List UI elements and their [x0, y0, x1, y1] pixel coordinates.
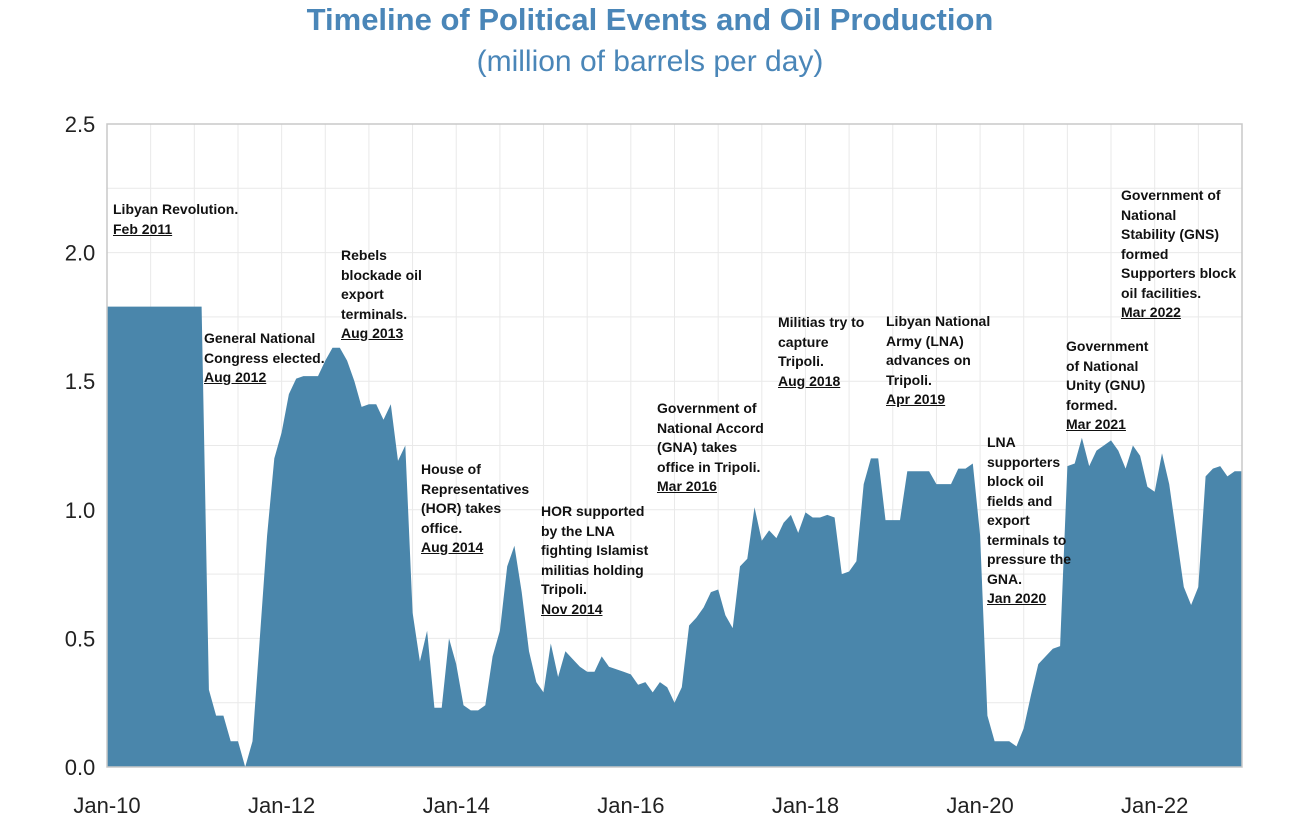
annotation-text: office.: [421, 519, 463, 536]
annotation-date: Aug 2014: [421, 539, 484, 555]
y-tick-label: 2.0: [65, 241, 96, 266]
annotation-text: fighting Islamist: [541, 542, 649, 558]
annotation-text: militias holding: [541, 561, 644, 578]
annotation-text: block oil: [987, 473, 1044, 489]
annotation-date: Feb 2011: [113, 220, 173, 237]
event-annotation: Rebels blockade oil export terminals. Aug 20…: [341, 246, 422, 344]
chart-subtitle: (million of barrels per day): [476, 45, 824, 78]
annotation-text: General National: [204, 330, 316, 346]
annotation-text: Libyan Revolution.: [113, 201, 239, 217]
annotation-text: Army (LNA): [886, 332, 964, 349]
x-tick-label: Jan-14: [423, 793, 490, 818]
annotation-text: formed: [1121, 245, 1169, 262]
event-annotation: Libyan Revolution. Feb 2011: [113, 200, 238, 239]
plot-frame: [106, 123, 1243, 768]
annotation-text: LNA: [987, 434, 1016, 450]
annotation-date: Nov 2014: [541, 600, 603, 617]
x-tick-label: Jan-16: [597, 793, 664, 818]
annotation-text: Unity (GNU): [1066, 377, 1146, 393]
x-tick-label: Jan-20: [946, 793, 1013, 818]
annotation-text: terminals.: [341, 305, 408, 322]
annotation-date: Mar 2022: [1121, 304, 1181, 320]
x-tick-label: Jan-12: [248, 793, 315, 818]
annotation-text: office in Tripoli.: [657, 458, 761, 475]
y-tick-label: 0.0: [65, 755, 96, 780]
annotation-date: Mar 2021: [1066, 416, 1126, 432]
annotation-text: National Accord: [657, 419, 764, 436]
event-annotation: Government of National Accord (GNA) takes o…: [657, 399, 764, 497]
annotation-text: GNA.: [987, 570, 1022, 587]
x-axis: Jan-10 Jan-12 Jan-14 Jan-16 Jan-18 Jan-20 Jan-…: [73, 793, 1188, 818]
y-tick-label: 1.0: [65, 498, 96, 523]
y-tick-label: 1.5: [65, 369, 96, 394]
annotation-text: Tripoli.: [886, 371, 932, 388]
annotation-text: Government of: [1121, 187, 1221, 203]
annotation-date: Jan 2020: [987, 590, 1047, 606]
event-annotation: Government of National Unity (GNU) formed. M…: [1066, 337, 1148, 435]
annotation-text: (GNA) takes: [657, 439, 738, 455]
annotation-text: Supporters block: [1121, 265, 1237, 281]
x-tick-label: Jan-22: [1121, 793, 1188, 818]
annotation-text: HOR supported: [541, 503, 645, 519]
annotation-text: Rebels: [341, 247, 387, 263]
annotation-text: National: [1121, 206, 1177, 223]
annotation-text: fields and: [987, 492, 1053, 509]
annotation-text: capture: [778, 333, 829, 350]
annotation-date: Aug 2018: [778, 372, 841, 389]
annotation-text: of National: [1066, 357, 1139, 374]
annotation-text: Stability (GNS): [1121, 226, 1220, 242]
annotation-text: pressure the: [987, 551, 1072, 567]
annotation-text: supporters: [987, 453, 1061, 470]
annotation-text: export: [987, 512, 1030, 528]
annotation-text: advances on: [886, 352, 971, 368]
annotation-text: Government: [1066, 338, 1149, 354]
annotation-date: Mar 2016: [657, 478, 717, 494]
y-tick-label: 0.5: [65, 626, 96, 651]
oil-production-area: [107, 306, 1242, 767]
event-annotation: House of Representatives (HOR) takes office…: [421, 460, 529, 558]
annotation-date: Apr 2019: [886, 391, 946, 407]
event-annotation: Militias try to capture Tripoli. Aug 2018: [778, 313, 864, 391]
x-tick-label: Jan-10: [73, 793, 140, 818]
annotation-text: Tripoli.: [778, 353, 824, 369]
annotation-text: (HOR) takes: [421, 500, 502, 516]
annotation-text: formed.: [1066, 396, 1118, 413]
annotation-text: Libyan National: [886, 313, 991, 329]
y-tick-label: 2.5: [65, 112, 96, 137]
chart-title: Timeline of Political Events and Oil Pro…: [306, 2, 994, 37]
annotation-text: House of: [421, 461, 481, 477]
annotation-date: Aug 2012: [204, 369, 267, 385]
annotation-text: Militias try to: [778, 314, 865, 330]
y-axis: 0.0 0.5 1.0 1.5 2.0 2.5: [65, 112, 96, 780]
annotation-text: export: [341, 286, 384, 302]
annotation-text: Congress elected.: [204, 349, 325, 366]
x-tick-label: Jan-18: [772, 793, 839, 818]
event-annotation: HOR supported by the LNA fighting Islamist…: [541, 502, 648, 619]
annotation-text: oil facilities.: [1121, 284, 1202, 301]
event-annotation: Government of National Stability (GNS) form…: [1121, 186, 1236, 323]
annotation-text: blockade oil: [341, 266, 422, 283]
annotation-date: Aug 2013: [341, 325, 404, 341]
annotation-text: terminals to: [987, 531, 1067, 548]
annotation-text: by the LNA: [541, 522, 615, 539]
event-annotation: General National Congress elected. Aug 201…: [204, 329, 325, 388]
event-annotation: Libyan National Army (LNA) advances on Trip…: [886, 312, 990, 410]
event-annotation: LNA supporters block oil fields and export te…: [987, 433, 1071, 609]
annotation-text: Representatives: [421, 480, 530, 497]
annotation-text: Government of: [657, 400, 757, 416]
annotation-text: Tripoli.: [541, 581, 587, 597]
